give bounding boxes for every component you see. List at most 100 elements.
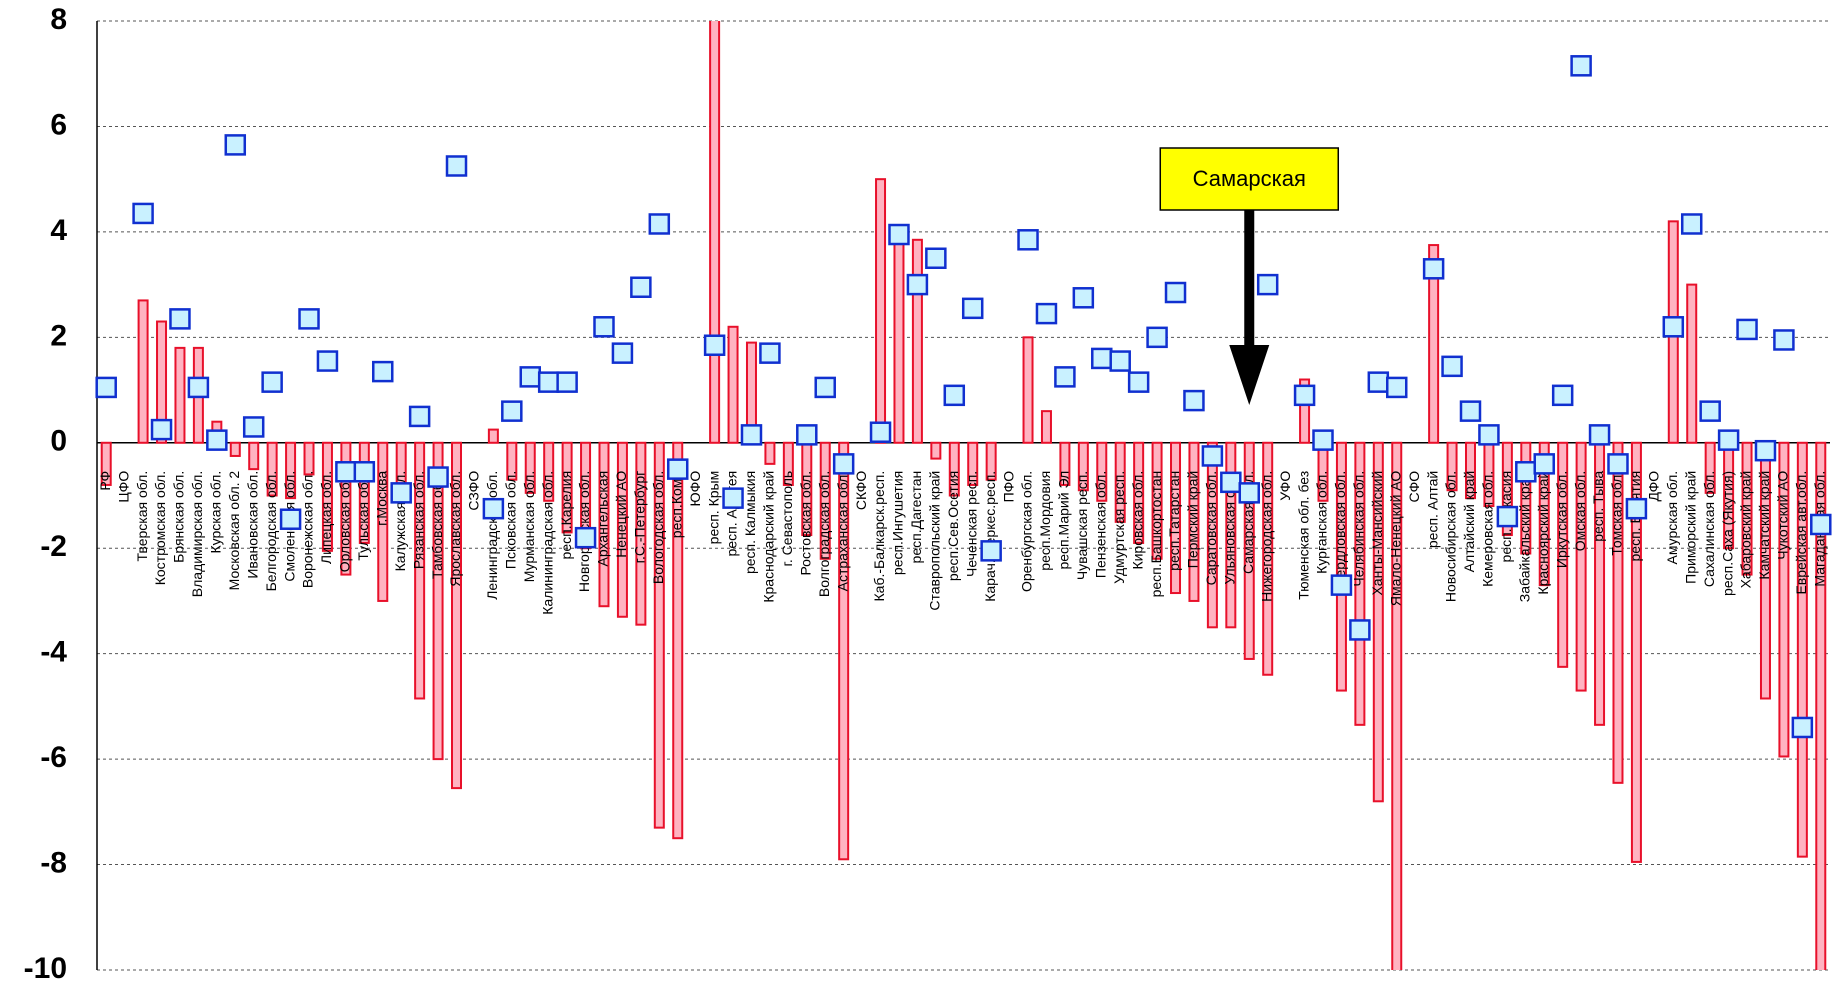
marker: [316, 350, 339, 372]
marker: [427, 466, 449, 488]
marker: [390, 482, 412, 504]
bar: [1372, 441, 1384, 803]
x-tick-label: Ярославская обл.: [447, 471, 463, 587]
bar: [1520, 441, 1532, 555]
marker: [925, 247, 947, 269]
marker: [279, 508, 302, 530]
marker: [1607, 453, 1629, 475]
marker: [1810, 513, 1832, 536]
x-tick-label: Каб.-Балкарск.респ.: [871, 471, 887, 602]
x-tick-label: Белгородская обл.: [263, 471, 279, 592]
x-tick-label: Липецкая обл.: [318, 471, 334, 564]
bar: [1335, 441, 1347, 692]
marker: [574, 526, 597, 549]
bar: [1464, 441, 1476, 500]
bar: [672, 441, 684, 840]
bar: [156, 320, 168, 444]
marker: [1699, 400, 1721, 422]
marker: [1551, 384, 1574, 407]
bar: [1243, 441, 1255, 660]
x-tick-label: Тверская обл.: [134, 471, 150, 562]
marker: [95, 376, 117, 399]
marker: [1570, 55, 1592, 77]
marker: [353, 461, 376, 483]
bar: [1778, 441, 1790, 758]
x-tick-label: Пермский край: [1185, 471, 1201, 568]
bar: [1225, 441, 1237, 629]
bar: [1630, 441, 1642, 863]
x-tick-label: ПФО: [1000, 471, 1016, 503]
bar: [1206, 441, 1218, 629]
x-tick-label: респ.Марий Эл: [1056, 471, 1072, 570]
x-tick-label: СКФО: [853, 471, 869, 510]
x-tick-label: Тамбовская обл.: [429, 471, 445, 579]
bar: [303, 441, 315, 476]
marker: [1146, 326, 1168, 349]
x-tick-label: респ.Сев.Осетия: [945, 471, 961, 581]
bar: [1022, 336, 1034, 444]
marker: [445, 155, 468, 177]
x-tick-label: г.Москва: [373, 471, 389, 526]
bar: [782, 441, 794, 486]
marker: [206, 429, 228, 451]
x-tick-label: Красноярский край: [1535, 471, 1551, 595]
x-tick-label: респ.Ингушетия: [890, 471, 906, 575]
annotation: Самарская: [1159, 147, 1340, 405]
x-tick-label: Хабаровский край: [1738, 471, 1754, 589]
x-tick-label: Алтайский край: [1461, 471, 1477, 573]
marker: [261, 371, 283, 393]
marker: [1312, 429, 1334, 451]
bar: [1538, 441, 1550, 587]
bar: [930, 441, 942, 460]
x-labels: РФ ЦФО Тверская обл. Костромская обл. Брянск…: [97, 471, 1828, 615]
bar: [893, 236, 905, 444]
marker: [961, 297, 984, 320]
bar: [321, 441, 333, 552]
x-tick-label: СФО: [1406, 471, 1422, 503]
x-tick-label: Иркутская обл.: [1553, 471, 1569, 568]
marker: [1109, 350, 1131, 372]
x-tick-label: Вологодская обл.: [650, 471, 666, 584]
marker: [132, 202, 154, 225]
bar: [985, 441, 997, 481]
y-tick-label: 6: [50, 108, 67, 141]
x-tick-label: респ. Крым: [705, 471, 721, 545]
bar: [506, 441, 518, 481]
marker: [501, 400, 523, 422]
x-tick-label: Саратовская обл.: [1203, 471, 1219, 586]
marker: [1293, 384, 1316, 407]
x-tick-label: Ивановская обл.: [244, 471, 260, 579]
y-tick-label: 8: [50, 3, 67, 36]
x-tick-label: респ. Тыва: [1590, 471, 1606, 542]
bar: [487, 428, 499, 444]
x-tick-label: Карач.-Черкес.респ.: [982, 471, 998, 602]
marker: [943, 384, 966, 407]
x-tick-label: Оренбургская обл.: [1019, 471, 1035, 592]
x-tick-label: Чукотский АО: [1775, 471, 1791, 560]
marker: [519, 366, 541, 388]
bar: [1612, 441, 1624, 784]
bar: [524, 441, 536, 494]
marker: [242, 416, 265, 438]
bar: [561, 441, 573, 534]
marker: [1791, 716, 1814, 739]
marker: [1054, 366, 1076, 388]
marker: [150, 418, 173, 441]
x-tick-label: Брянская обл.: [171, 471, 187, 563]
bar: [248, 441, 260, 471]
bar: [137, 299, 149, 444]
marker: [740, 424, 763, 446]
marker: [556, 371, 578, 393]
x-tick-label: Ленинградская обл.: [484, 471, 500, 600]
marker: [1754, 439, 1777, 462]
bar: [967, 441, 979, 486]
x-tick-label: Кировская обл.: [1129, 471, 1145, 570]
bar: [635, 441, 647, 626]
x-tick-label: Еврейская авт.обл.: [1793, 471, 1809, 595]
x-tick-label: Сахалинская обл.: [1701, 471, 1717, 587]
marker: [1256, 273, 1279, 296]
x-tick-label: г.С.-Петербург: [632, 471, 648, 564]
marker: [1072, 287, 1095, 309]
marker: [1496, 505, 1519, 528]
x-tick-label: ЦФО: [115, 471, 131, 503]
